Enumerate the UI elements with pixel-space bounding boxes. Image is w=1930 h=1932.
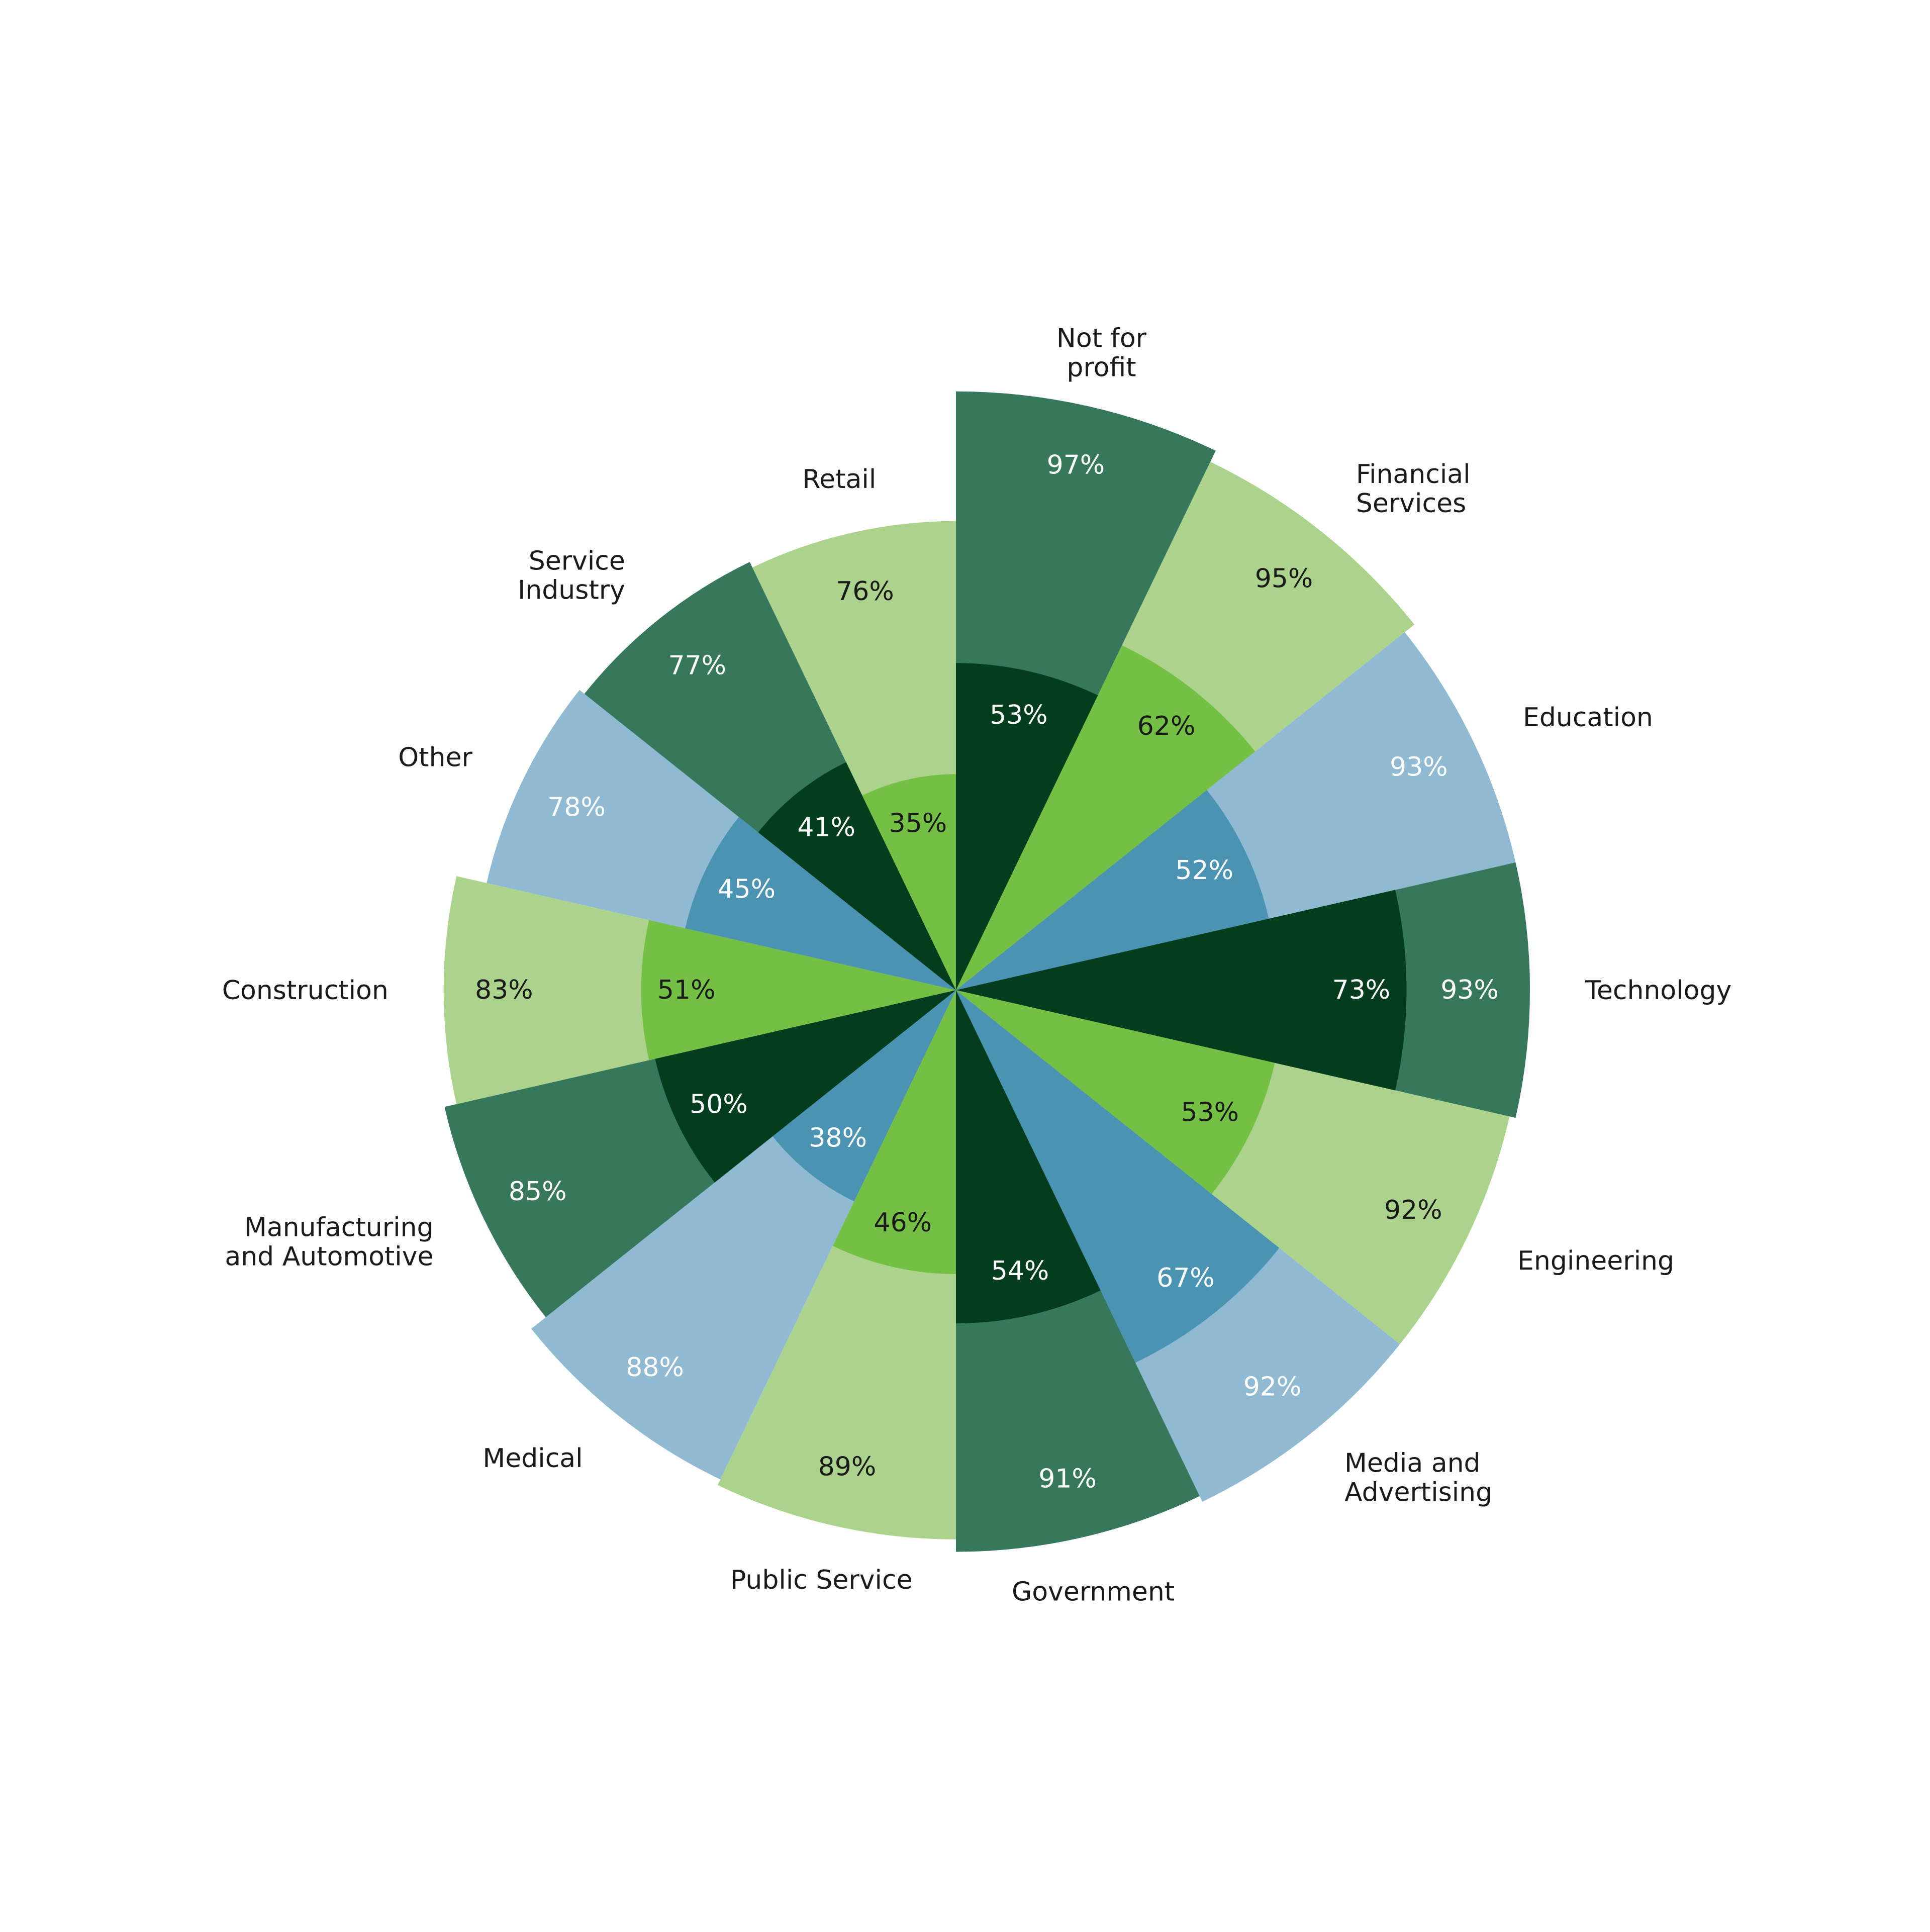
inner-bar-engineering xyxy=(956,990,1275,1194)
inner-bar-media-and-advertising xyxy=(956,990,1280,1363)
inner-bar-government xyxy=(956,990,1101,1324)
outer-value-label-retail: 76% xyxy=(836,576,894,607)
category-label-construction: Construction xyxy=(222,976,389,1006)
category-label-service-industry: Service Industry xyxy=(518,546,625,606)
inner-value-label-medical: 38% xyxy=(809,1123,867,1153)
inner-bar-education xyxy=(956,790,1269,990)
inner-bar-not-for-profit xyxy=(956,663,1098,990)
inner-value-label-service-industry: 41% xyxy=(797,813,855,843)
category-label-education: Education xyxy=(1523,703,1653,733)
inner-value-label-engineering: 53% xyxy=(1181,1097,1239,1127)
category-label-line: Education xyxy=(1523,703,1653,733)
category-label-manufacturing-and-automotive: Manufacturing and Automotive xyxy=(225,1213,433,1272)
category-label-line: Medical xyxy=(482,1443,583,1474)
category-label-line: Industry xyxy=(518,575,625,606)
category-label-retail: Retail xyxy=(802,464,876,495)
inner-bar-service-industry xyxy=(758,762,956,990)
inner-value-label-other: 45% xyxy=(717,874,776,904)
inner-bar-public-service xyxy=(832,990,956,1274)
outer-value-label-manufacturing-and-automotive: 85% xyxy=(509,1177,567,1207)
inner-bar-technology xyxy=(956,890,1407,1091)
category-label-line: Manufacturing xyxy=(244,1213,434,1243)
inner-value-label-not-for-profit: 53% xyxy=(990,700,1048,730)
category-label-line: Technology xyxy=(1585,976,1731,1006)
outer-value-label-technology: 93% xyxy=(1440,975,1499,1005)
outer-value-label-service-industry: 77% xyxy=(668,651,727,681)
category-label-line: Public Service xyxy=(730,1565,913,1595)
inner-value-label-public-service: 46% xyxy=(874,1208,932,1238)
inner-bar-retail xyxy=(862,774,956,990)
outer-value-label-public-service: 89% xyxy=(818,1452,877,1482)
inner-value-label-media-and-advertising: 67% xyxy=(1156,1263,1215,1293)
category-label-other: Other xyxy=(398,743,472,773)
inner-value-label-technology: 73% xyxy=(1332,975,1391,1005)
inner-value-label-financial-services: 62% xyxy=(1137,711,1196,741)
category-label-line: and Automotive xyxy=(225,1242,433,1272)
value-labels: 97% 53% 95% 62% 93% 52% 93% 73% 92% 53% 92% 67% 91% 5… xyxy=(475,450,1499,1494)
inner-bars xyxy=(641,645,1407,1363)
category-label-line: Advertising xyxy=(1344,1477,1492,1507)
category-label-line: Services xyxy=(1356,489,1466,519)
category-label-line: Media and xyxy=(1344,1448,1481,1478)
category-label-media-and-advertising: Media and Advertising xyxy=(1344,1448,1492,1507)
outer-value-label-government: 91% xyxy=(1038,1464,1097,1494)
category-label-line: Government xyxy=(1012,1577,1175,1607)
category-label-not-for-profit: Not for profit xyxy=(1056,324,1147,383)
category-label-line: Not for xyxy=(1056,324,1147,354)
inner-value-label-government: 54% xyxy=(991,1256,1049,1286)
category-label-line: Engineering xyxy=(1517,1246,1674,1276)
category-label-engineering: Engineering xyxy=(1517,1246,1674,1276)
inner-value-label-education: 52% xyxy=(1175,855,1233,886)
category-label-line: Other xyxy=(398,743,472,773)
inner-bar-manufacturing-and-automotive xyxy=(655,990,956,1183)
inner-value-label-manufacturing-and-automotive: 50% xyxy=(690,1089,748,1119)
category-label-line: Construction xyxy=(222,976,389,1006)
outer-value-label-media-and-advertising: 92% xyxy=(1243,1372,1302,1402)
category-label-public-service: Public Service xyxy=(730,1565,913,1595)
outer-value-label-construction: 83% xyxy=(475,975,533,1005)
outer-value-label-engineering: 92% xyxy=(1384,1195,1442,1225)
outer-value-label-education: 93% xyxy=(1390,752,1448,783)
inner-bar-construction xyxy=(641,920,956,1060)
category-label-technology: Technology xyxy=(1585,976,1731,1006)
inner-bar-other xyxy=(685,817,956,990)
inner-value-label-construction: 51% xyxy=(657,975,716,1005)
category-label-medical: Medical xyxy=(482,1443,583,1474)
outer-value-label-medical: 88% xyxy=(626,1353,684,1383)
category-label-line: Financial xyxy=(1356,459,1471,490)
category-label-line: profit xyxy=(1067,353,1136,383)
category-label-government: Government xyxy=(1012,1577,1175,1607)
inner-bar-medical xyxy=(773,990,956,1202)
category-labels: Not for profit Financial Services Education T… xyxy=(222,324,1732,1607)
category-label-financial-services: Financial Services xyxy=(1356,459,1471,519)
inner-bar-financial-services xyxy=(956,645,1256,990)
outer-value-label-financial-services: 95% xyxy=(1255,564,1313,594)
category-label-line: Service xyxy=(529,546,625,576)
outer-value-label-not-for-profit: 97% xyxy=(1047,450,1105,480)
outer-value-label-other: 78% xyxy=(547,793,606,823)
inner-value-label-retail: 35% xyxy=(889,809,947,839)
category-label-line: Retail xyxy=(802,464,876,495)
